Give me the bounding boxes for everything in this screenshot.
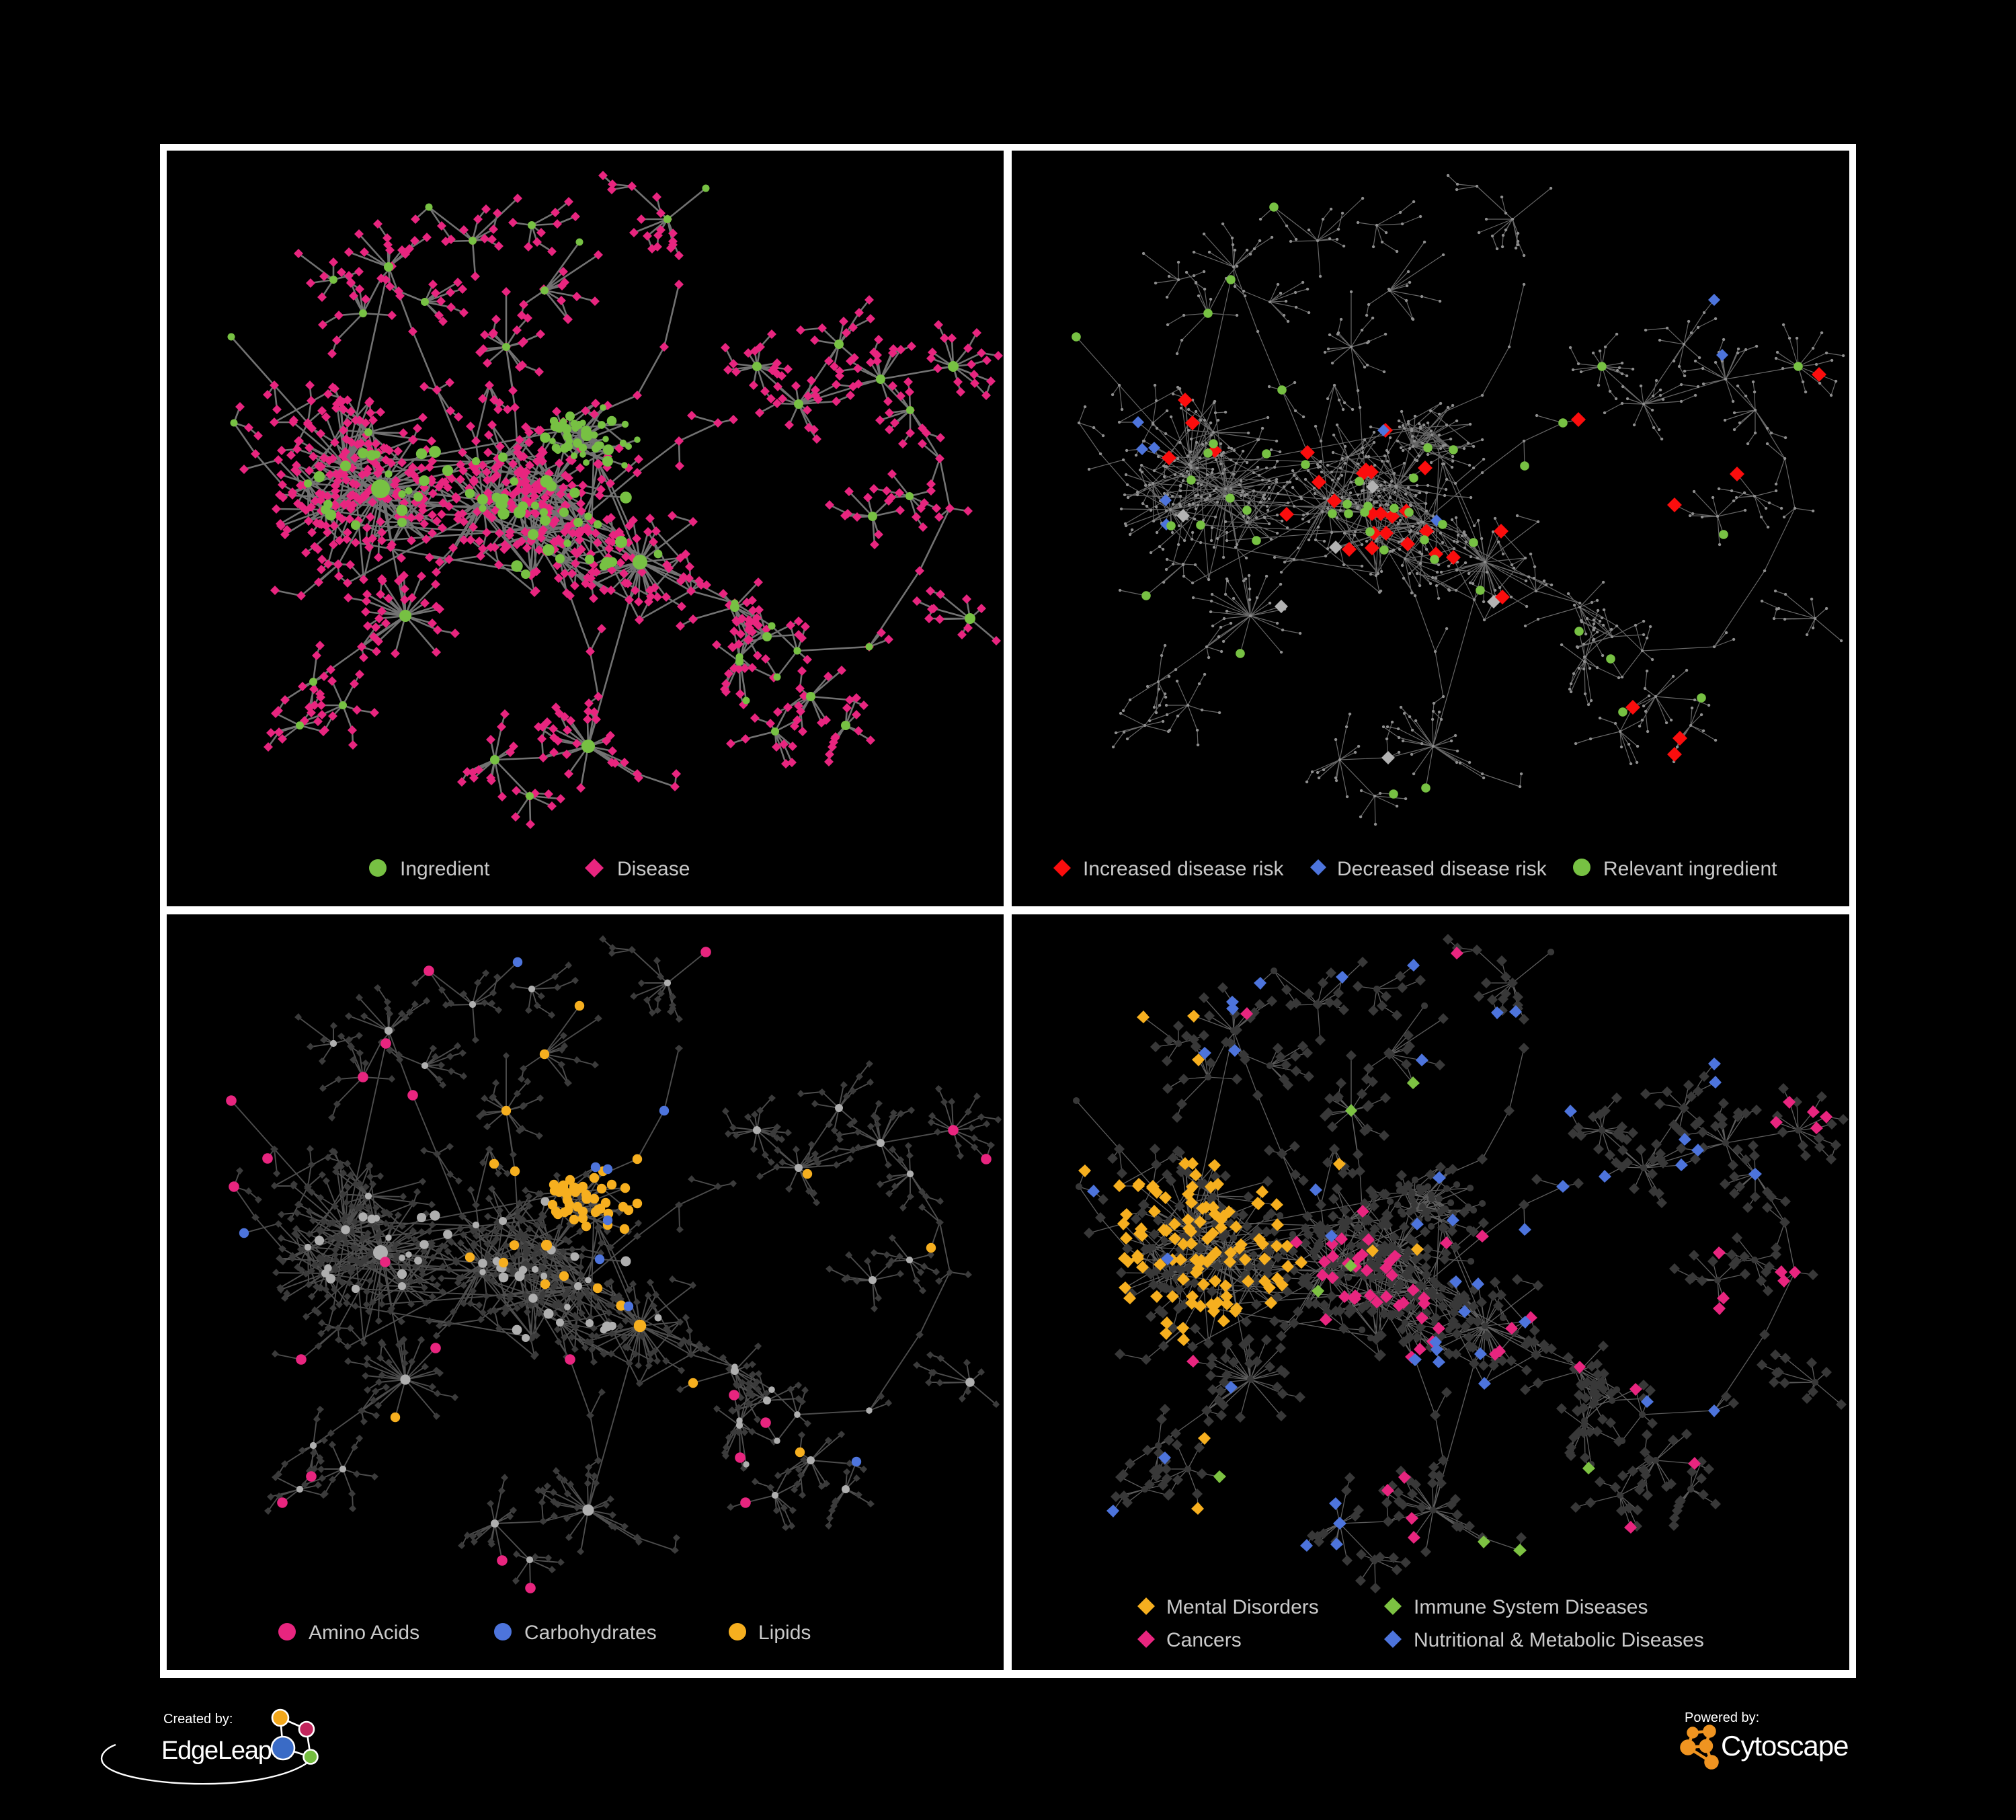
svg-text:Nutritional & Metabolic Diseas: Nutritional & Metabolic Diseases xyxy=(1414,1629,1704,1651)
svg-text:Mental Disorders: Mental Disorders xyxy=(1166,1596,1319,1618)
svg-text:Relevant ingredient: Relevant ingredient xyxy=(1603,858,1777,880)
svg-text:Cytoscape: Cytoscape xyxy=(1721,1730,1848,1762)
svg-text:Powered by:: Powered by: xyxy=(1685,1710,1759,1725)
svg-text:Created by:: Created by: xyxy=(163,1712,233,1727)
svg-text:Lipids: Lipids xyxy=(758,1622,811,1644)
svg-text:Amino Acids: Amino Acids xyxy=(309,1622,419,1644)
svg-text:Immune System Diseases: Immune System Diseases xyxy=(1414,1596,1648,1618)
svg-text:Disease: Disease xyxy=(617,858,690,880)
svg-text:Cancers: Cancers xyxy=(1166,1629,1242,1651)
svg-text:EdgeLeap: EdgeLeap xyxy=(161,1737,272,1765)
svg-text:Carbohydrates: Carbohydrates xyxy=(524,1622,657,1644)
svg-text:Ingredient: Ingredient xyxy=(400,858,490,880)
svg-text:Increased disease risk: Increased disease risk xyxy=(1083,858,1284,880)
svg-text:Decreased disease risk: Decreased disease risk xyxy=(1337,858,1547,880)
